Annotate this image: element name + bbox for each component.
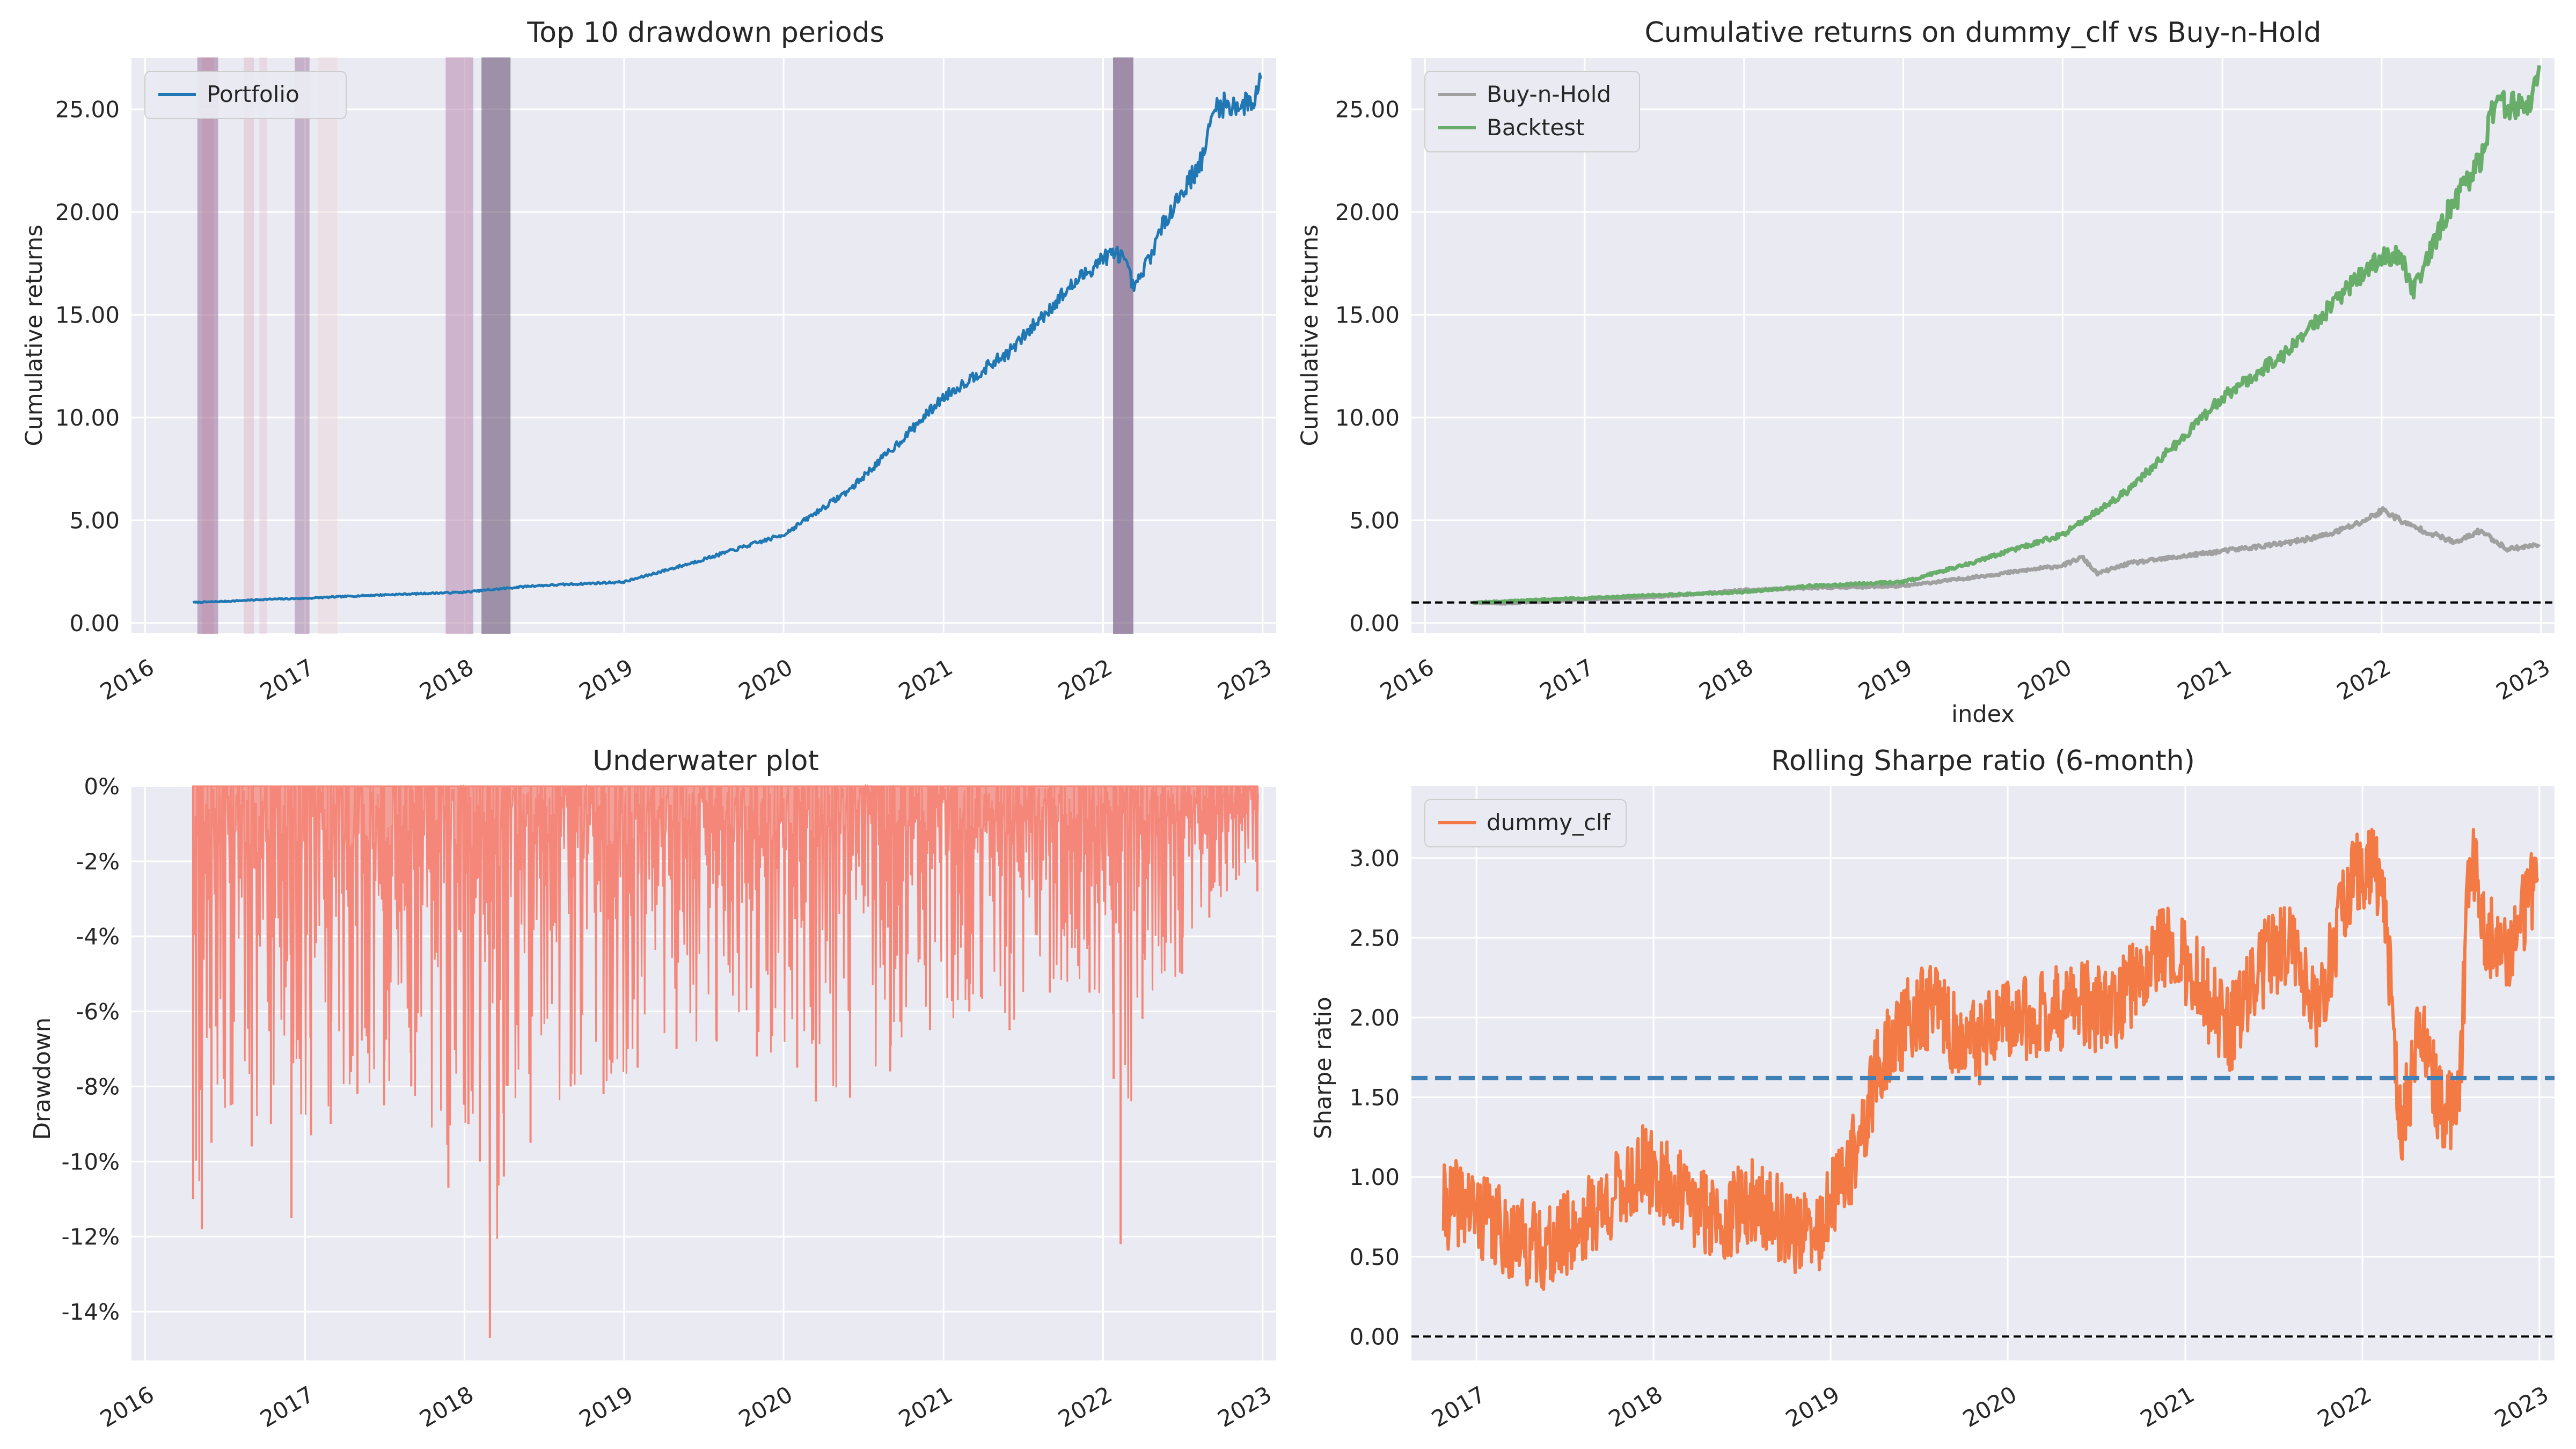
legend-label: Portfolio: [207, 81, 299, 107]
legend-label: Backtest: [1487, 114, 1585, 141]
drawdown-period-band: [1113, 57, 1133, 634]
y-tick-label: 2.00: [1349, 1005, 1400, 1031]
y-tick-label: 5.00: [69, 507, 120, 533]
chart-title: Underwater plot: [592, 745, 819, 777]
y-tick-label: 15.00: [1335, 302, 1400, 328]
y-tick-label: 3.00: [1349, 845, 1400, 872]
y-tick-label: 10.00: [1335, 405, 1400, 431]
series-line-backtest: [1472, 65, 2541, 605]
axes-background: [131, 58, 1276, 633]
y-tick-label: 5.00: [1349, 507, 1400, 533]
y-tick-label: 2.50: [1349, 925, 1400, 951]
legend-box: [1424, 799, 1627, 847]
chart-title: Rolling Sharpe ratio (6-month): [1771, 745, 2195, 777]
y-tick-label: 0.50: [1349, 1244, 1400, 1270]
y-tick-label: 20.00: [1335, 199, 1400, 225]
legend-label: Buy-n-Hold: [1487, 81, 1611, 107]
y-tick-label: -4%: [76, 924, 120, 950]
chart-title: Top 10 drawdown periods: [526, 17, 884, 49]
drawdown-period-band: [318, 57, 338, 634]
drawdown-period-band: [202, 57, 214, 634]
underwater-area: [192, 784, 1259, 1239]
y-tick-label: -12%: [61, 1224, 120, 1250]
y-axis-label: Drawdown: [29, 1018, 56, 1140]
y-tick-label: 10.00: [55, 405, 120, 431]
y-tick-label: 20.00: [55, 199, 120, 225]
drawdown-period-band: [259, 57, 267, 634]
plot-area: 2016 2017 2018 2019 2020 2021 2022 20230.005.00…: [1335, 58, 2555, 705]
legend-label: dummy_clf: [1487, 809, 1611, 836]
drawdown-period-band: [445, 57, 474, 634]
panel-underwater: Underwater plot Drawdown 2016 2017 2018 201…: [29, 745, 1276, 1432]
drawdown-period-band: [481, 57, 511, 634]
plot-area: 2017 2018 2019 2020 2021 2022 20230.000.501.00…: [1349, 786, 2555, 1432]
drawdown-period-band: [244, 57, 254, 634]
y-tick-label: 0.00: [1349, 610, 1400, 636]
chart-title: Cumulative returns on dummy_clf vs Buy-n…: [1645, 17, 2322, 49]
plot-area: 2016 2017 2018 2019 2020 2021 2022 20230%-2%-4%…: [61, 773, 1276, 1432]
y-tick-label: -6%: [76, 999, 120, 1025]
series-line-dummy-clf: [1441, 828, 2540, 1291]
y-axis-label: Sharpe ratio: [1310, 997, 1337, 1139]
drawdown-period-band: [295, 57, 310, 634]
x-axis-label: index: [1951, 701, 2015, 728]
y-tick-label: -2%: [76, 848, 120, 875]
plot-area: 2016 2017 2018 2019 2020 2021 2022 20230.005.00…: [55, 57, 1276, 705]
y-tick-label: 1.50: [1349, 1085, 1400, 1111]
y-tick-label: 25.00: [1335, 97, 1400, 123]
y-tick-label: 0%: [84, 773, 120, 800]
axes-background: [1411, 58, 2555, 633]
y-tick-label: -14%: [61, 1299, 120, 1325]
axes-background: [131, 786, 1276, 1360]
y-tick-label: 1.00: [1349, 1164, 1400, 1190]
y-tick-label: 0.00: [69, 610, 120, 636]
legend-box: [1424, 71, 1640, 152]
y-tick-label: 15.00: [55, 302, 120, 328]
series-line-portfolio: [192, 72, 1262, 604]
panel-cumulative-returns: Cumulative returns on dummy_clf vs Buy-n…: [1297, 17, 2555, 728]
legend-box: [144, 71, 347, 119]
panel-rolling-sharpe: Rolling Sharpe ratio (6-month) Sharpe ra…: [1310, 745, 2555, 1432]
panel-drawdown-periods: Top 10 drawdown periods Cumulative retur…: [21, 17, 1276, 705]
y-axis-label: Cumulative returns: [21, 225, 48, 447]
drawdown-period-band: [197, 57, 218, 634]
y-tick-label: -8%: [76, 1073, 120, 1100]
y-tick-label: 25.00: [55, 97, 120, 123]
y-tick-label: -10%: [61, 1148, 120, 1175]
y-axis-label: Cumulative returns: [1297, 225, 1323, 447]
y-tick-label: 0.00: [1349, 1323, 1400, 1350]
